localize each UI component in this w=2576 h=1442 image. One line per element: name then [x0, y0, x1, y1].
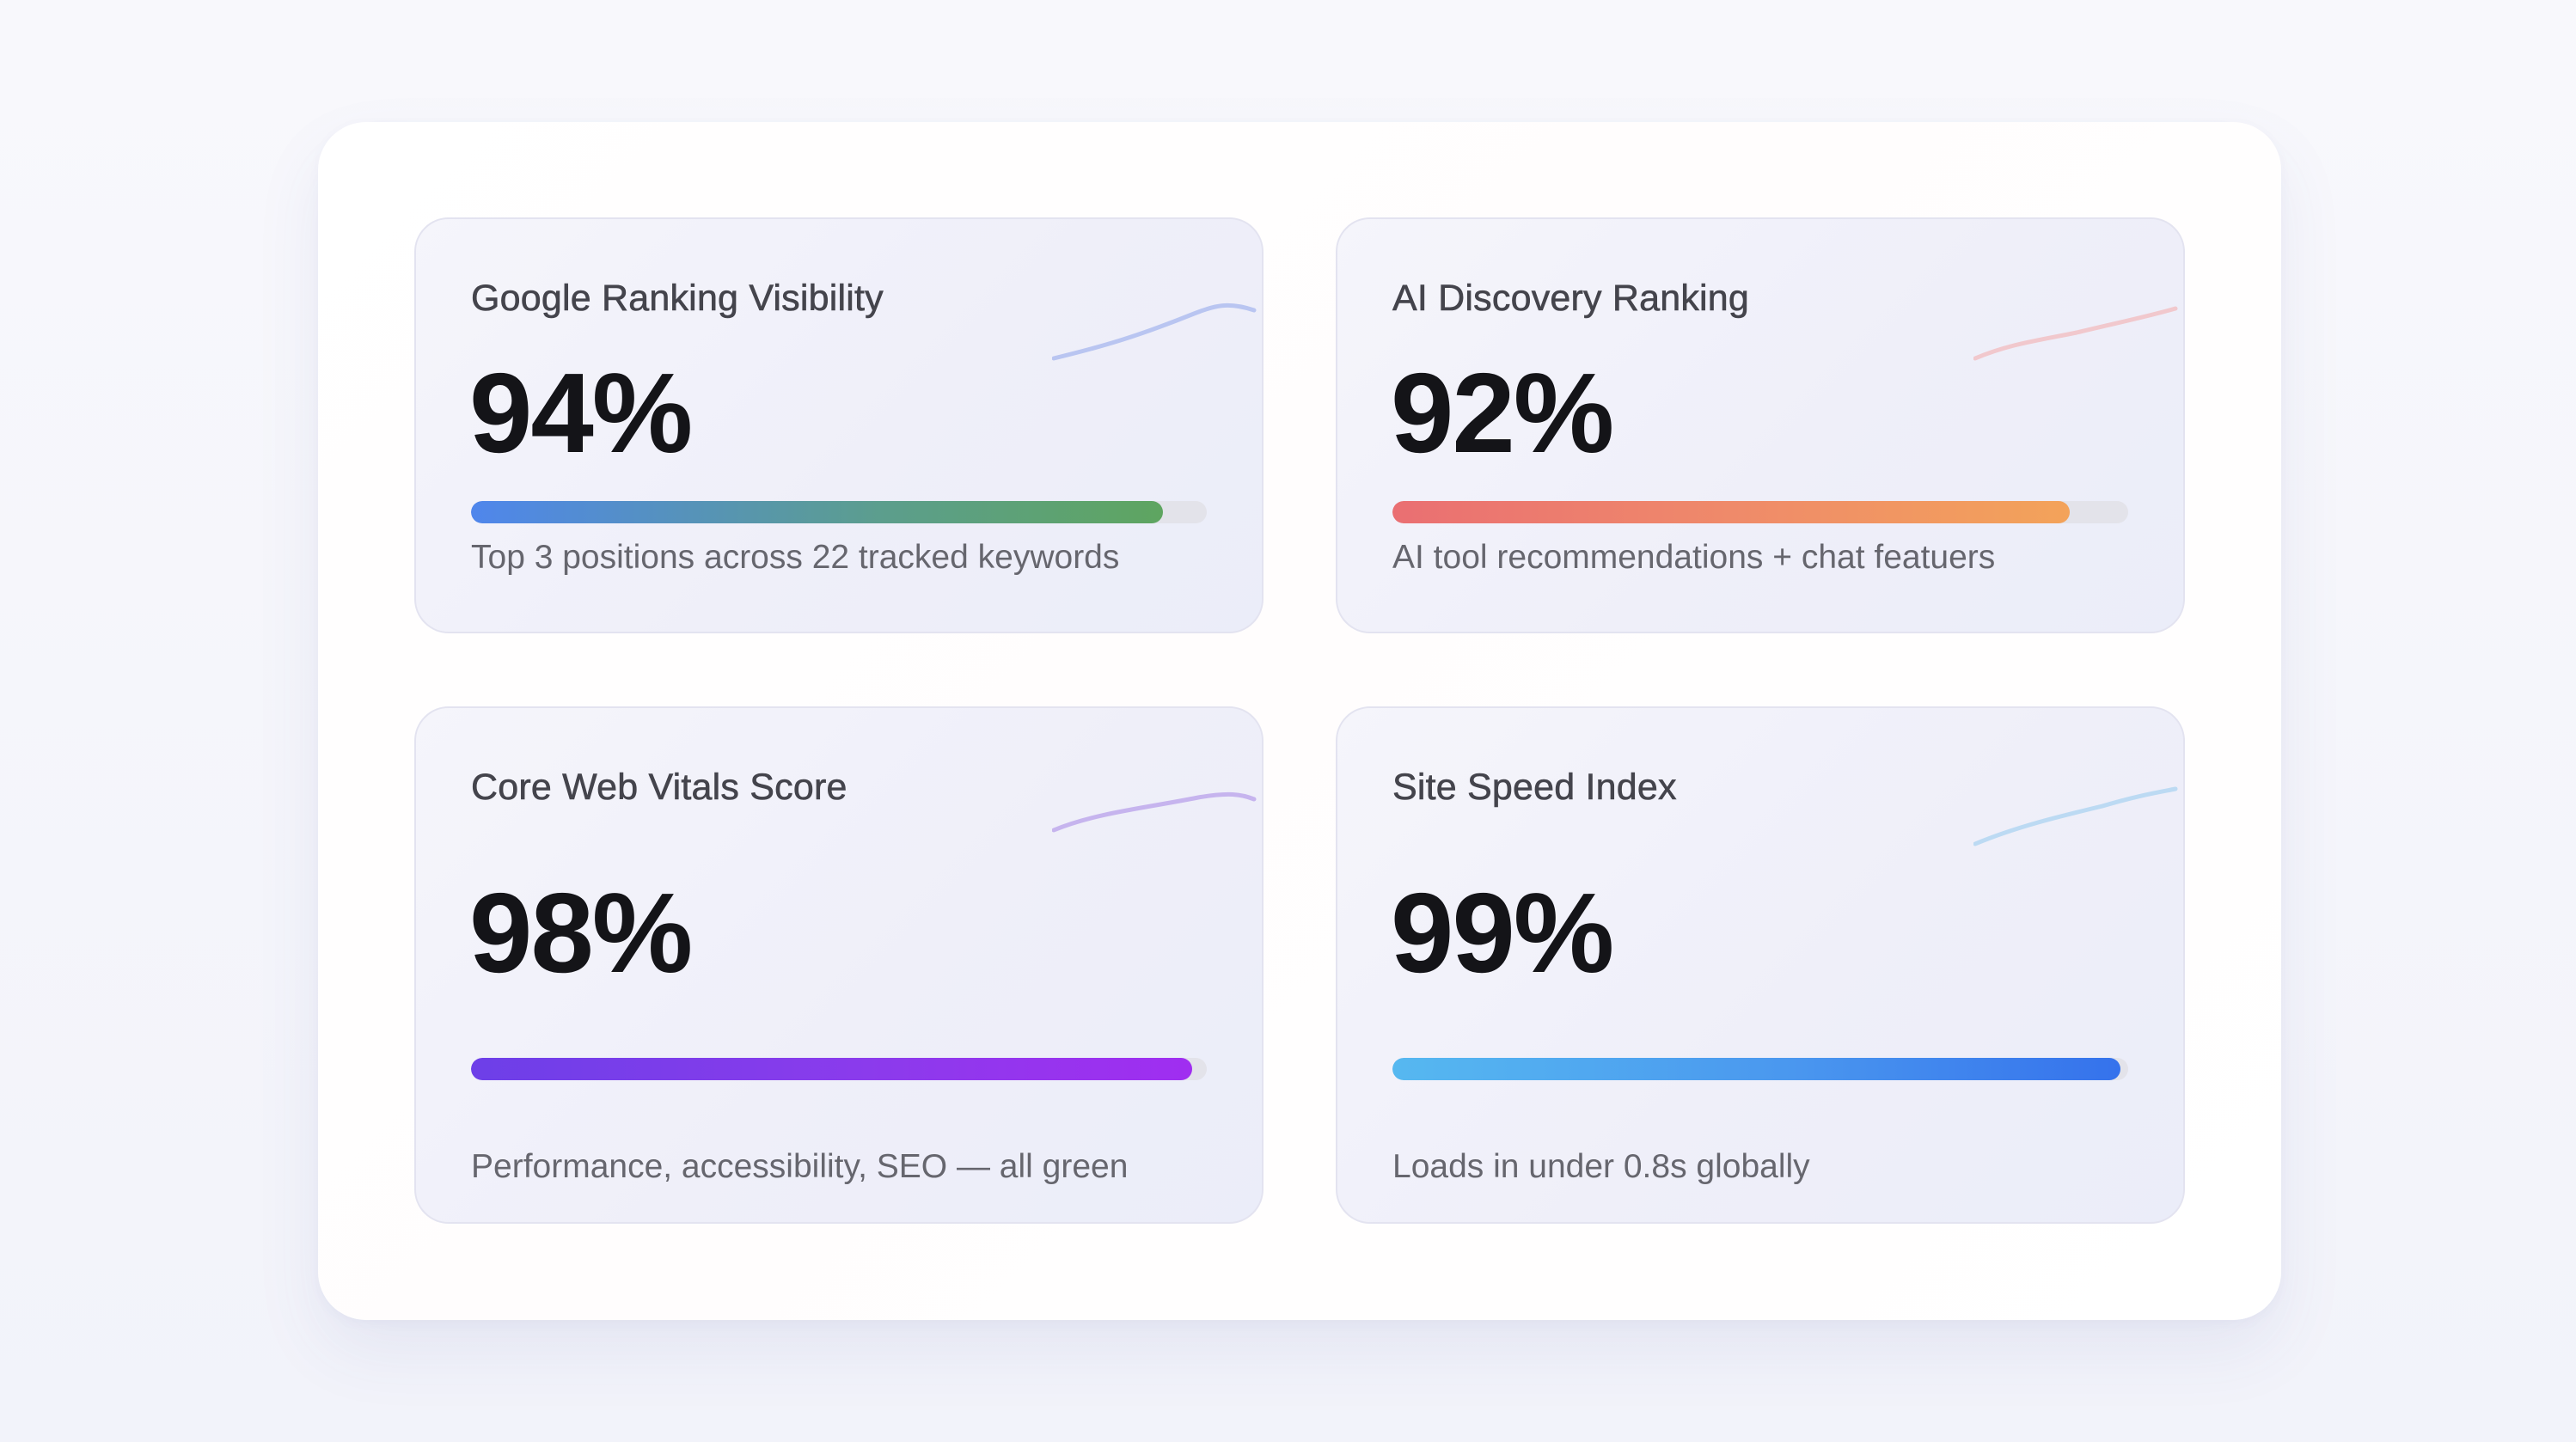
progress-fill	[471, 501, 1163, 523]
metric-description: Top 3 positions across 22 tracked keywor…	[471, 539, 1120, 576]
metric-value: 92%	[1391, 350, 1614, 476]
progress-bar	[1392, 1058, 2128, 1080]
sparkline-trend-icon	[1052, 791, 1257, 833]
sparkline-trend-icon	[1973, 786, 2178, 846]
metric-card-ai-discovery: AI Discovery Ranking 92% AI tool recomme…	[1336, 217, 2185, 633]
progress-fill	[1392, 501, 2070, 523]
progress-fill	[1392, 1058, 2121, 1080]
metric-description: Performance, accessibility, SEO — all gr…	[471, 1148, 1129, 1185]
metric-title: AI Discovery Ranking	[1392, 278, 1750, 320]
metric-value: 94%	[469, 350, 693, 476]
metric-card-core-web-vitals: Core Web Vitals Score 98% Performance, a…	[414, 706, 1264, 1224]
metric-card-site-speed: Site Speed Index 99% Loads in under 0.8s…	[1336, 706, 2185, 1224]
progress-bar	[471, 1058, 1207, 1080]
metric-card-google-ranking: Google Ranking Visibility 94% Top 3 posi…	[414, 217, 1264, 633]
metric-value: 99%	[1391, 870, 1614, 996]
metric-value: 98%	[469, 870, 693, 996]
sparkline-trend-icon	[1973, 306, 2178, 361]
metric-title: Core Web Vitals Score	[471, 767, 847, 809]
progress-bar	[471, 501, 1207, 523]
metric-description: AI tool recommendations + chat featuers	[1392, 539, 1996, 576]
metric-description: Loads in under 0.8s globally	[1392, 1148, 1810, 1185]
progress-bar	[1392, 501, 2128, 523]
progress-fill	[471, 1058, 1192, 1080]
metric-title: Site Speed Index	[1392, 767, 1677, 809]
metric-title: Google Ranking Visibility	[471, 278, 884, 320]
sparkline-trend-icon	[1052, 302, 1257, 361]
